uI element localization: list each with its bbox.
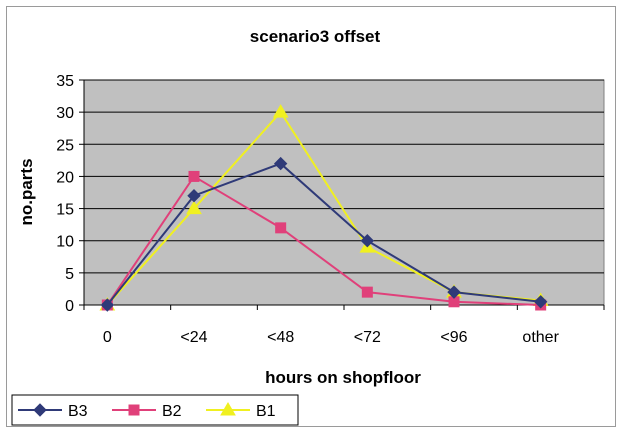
legend: B3 B2 B1: [11, 394, 299, 426]
y-axis-label: no.parts: [17, 158, 36, 225]
y-tick-label: 15: [56, 202, 74, 219]
y-tick-label: 35: [56, 73, 74, 90]
data-point: [272, 104, 289, 118]
y-tick-label: 10: [56, 234, 74, 251]
legend-label: B3: [68, 403, 88, 420]
legend-label: B2: [162, 403, 182, 420]
data-point: [447, 285, 461, 299]
y-tick-label: 25: [56, 137, 74, 154]
legend-label: B1: [256, 403, 276, 420]
plot-area: [83, 79, 605, 306]
data-point: [533, 295, 548, 309]
series-B3: [100, 156, 548, 312]
legend-marker: [128, 404, 140, 416]
y-tick-label: 30: [56, 105, 74, 122]
data-point: [275, 222, 287, 234]
legend-marker: [33, 403, 47, 417]
data-point: [361, 286, 373, 298]
data-point: [448, 296, 460, 308]
series-line: [106, 162, 541, 306]
y-tick-label: 0: [65, 298, 74, 315]
chart-title: scenario3 offset: [250, 27, 381, 46]
y-tick-label: 5: [65, 266, 74, 283]
y-tick-label: 20: [56, 169, 74, 186]
data-point: [188, 170, 200, 182]
data-point: [186, 200, 202, 215]
data-point: [100, 298, 115, 312]
x-tick-label: <48: [267, 329, 294, 346]
data-point: [273, 156, 288, 171]
y-axis-ticks: 0 5 10 15 20 25 30 35: [56, 73, 84, 315]
x-tick-label: <96: [440, 329, 467, 346]
data-point: [187, 189, 201, 203]
x-tick-label: 0: [103, 329, 112, 346]
x-tick-label: other: [522, 329, 559, 346]
legend-marker: [220, 402, 236, 416]
series-line: [106, 175, 541, 306]
series-layer: [99, 104, 549, 312]
x-axis-ticks: 0 <24 <48 <72 <96 other: [83, 305, 605, 346]
x-tick-label: <24: [180, 329, 207, 346]
x-tick-label: <72: [354, 329, 381, 346]
x-axis-label: hours on shopfloor: [265, 368, 421, 387]
data-point: [360, 234, 375, 248]
